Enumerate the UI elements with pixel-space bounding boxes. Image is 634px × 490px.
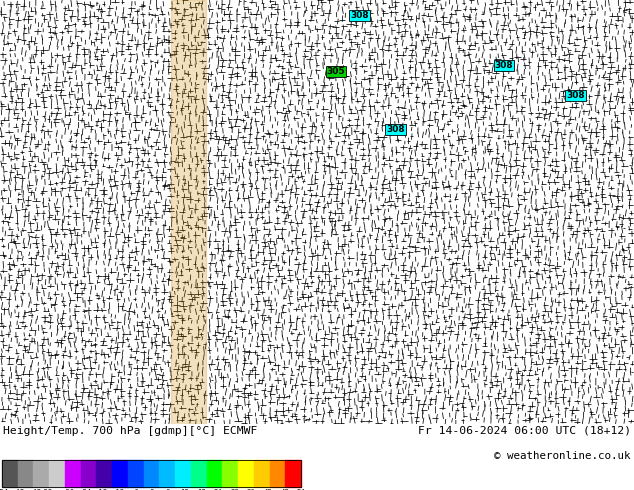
Bar <box>2 460 301 488</box>
Bar <box>96 460 112 488</box>
Bar <box>223 460 238 488</box>
Bar <box>18 460 34 488</box>
Text: 308: 308 <box>350 11 369 20</box>
Text: 308: 308 <box>495 61 514 70</box>
Bar <box>285 460 301 488</box>
Bar <box>254 460 269 488</box>
Bar <box>269 460 285 488</box>
Text: Fr 14-06-2024 06:00 UTC (18+12): Fr 14-06-2024 06:00 UTC (18+12) <box>418 426 631 436</box>
Bar <box>175 460 191 488</box>
Bar <box>65 460 81 488</box>
Text: 308: 308 <box>566 91 585 100</box>
Bar <box>238 460 254 488</box>
Bar <box>112 460 128 488</box>
Bar <box>191 460 207 488</box>
Bar <box>207 460 223 488</box>
Text: © weatheronline.co.uk: © weatheronline.co.uk <box>495 451 631 461</box>
Bar <box>159 460 175 488</box>
Bar <box>144 460 159 488</box>
Bar <box>49 460 65 488</box>
Text: 305: 305 <box>327 67 346 76</box>
Bar <box>171 0 206 424</box>
Bar <box>128 460 144 488</box>
Bar <box>34 460 49 488</box>
Bar <box>2 460 18 488</box>
Text: Height/Temp. 700 hPa [gdmp][°C] ECMWF: Height/Temp. 700 hPa [gdmp][°C] ECMWF <box>3 426 257 436</box>
Bar <box>81 460 96 488</box>
Text: 308: 308 <box>386 125 405 134</box>
